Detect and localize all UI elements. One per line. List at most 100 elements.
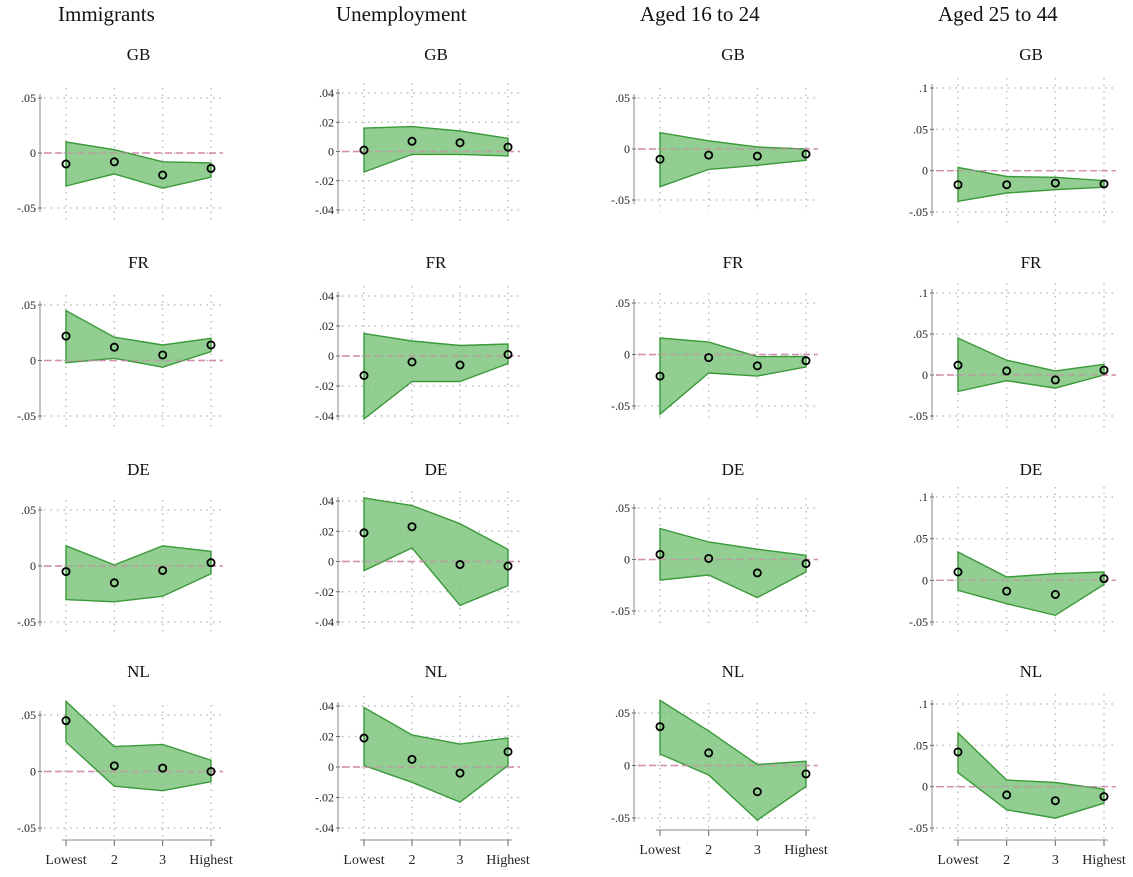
panel-title: GB xyxy=(721,45,745,64)
col-title-3: Aged 25 to 44 xyxy=(938,2,1058,26)
y-tick-label: 0 xyxy=(328,349,334,363)
y-tick-label: 0 xyxy=(922,780,928,794)
y-tick-label: 0 xyxy=(30,354,36,368)
estimate-point xyxy=(1050,796,1060,806)
y-tick-label: -.05 xyxy=(17,821,36,835)
confidence-band xyxy=(659,337,807,416)
estimate-point xyxy=(1050,590,1060,600)
y-tick-label: -.02 xyxy=(315,174,334,188)
panel-title: FR xyxy=(128,253,149,272)
col-title-1: Unemployment xyxy=(336,2,467,26)
y-tick-label: .1 xyxy=(919,490,928,504)
x-tick-label: 2 xyxy=(1003,853,1010,868)
estimate-point xyxy=(206,558,216,568)
estimate-point xyxy=(1099,574,1109,584)
y-tick-label: .02 xyxy=(319,319,334,333)
estimate-point xyxy=(503,349,513,359)
y-tick-label: .1 xyxy=(919,81,928,95)
estimate-point xyxy=(1002,180,1012,190)
estimate-point xyxy=(1050,375,1060,385)
y-tick-label: -.05 xyxy=(611,604,630,618)
x-tick-label: 3 xyxy=(754,843,761,858)
y-tick-label: 0 xyxy=(30,765,36,779)
confidence-band xyxy=(65,309,212,368)
confidence-band xyxy=(957,731,1105,819)
y-tick-label: -.05 xyxy=(17,409,36,423)
y-tick-label: -.02 xyxy=(315,585,334,599)
y-tick-label: -.02 xyxy=(315,791,334,805)
confidence-band xyxy=(65,699,212,792)
confidence-band xyxy=(363,497,509,607)
panel-title: FR xyxy=(722,253,744,272)
y-tick-label: .02 xyxy=(319,730,334,744)
panel-title: NL xyxy=(1019,662,1043,681)
estimate-point xyxy=(655,722,665,732)
estimate-point xyxy=(109,761,119,771)
confidence-band xyxy=(363,332,509,421)
x-tick-label: Highest xyxy=(189,853,233,868)
estimate-point xyxy=(655,549,665,559)
estimate-point xyxy=(704,748,714,758)
estimate-point xyxy=(1002,790,1012,800)
panel-title: DE xyxy=(721,460,745,479)
y-tick-label: .05 xyxy=(21,298,36,312)
y-tick-label: .05 xyxy=(913,532,928,546)
x-tick-label: 2 xyxy=(705,843,712,858)
y-tick-label: 0 xyxy=(30,146,36,160)
estimate-point xyxy=(359,528,369,538)
estimate-point xyxy=(801,559,811,569)
estimate-point xyxy=(1099,792,1109,802)
y-tick-label: -.05 xyxy=(17,201,36,215)
y-tick-label: 0 xyxy=(30,559,36,573)
estimate-point xyxy=(503,747,513,757)
y-tick-label: 0 xyxy=(624,759,630,773)
estimate-point xyxy=(1099,365,1109,375)
estimate-point xyxy=(61,331,71,341)
y-tick-label: -.05 xyxy=(611,399,630,413)
confidence-band xyxy=(65,544,212,603)
y-tick-label: 0 xyxy=(624,142,630,156)
estimate-point xyxy=(1002,586,1012,596)
y-tick-label: .1 xyxy=(919,697,928,711)
estimate-point xyxy=(455,560,465,570)
estimate-point xyxy=(61,159,71,169)
estimate-point xyxy=(1050,178,1060,188)
estimate-point xyxy=(655,371,665,381)
estimate-point xyxy=(752,151,762,161)
y-tick-label: .02 xyxy=(319,524,334,538)
x-tick-label: Highest xyxy=(486,853,530,868)
y-tick-label: .05 xyxy=(615,296,630,310)
y-tick-label: 0 xyxy=(922,573,928,587)
estimate-point xyxy=(158,350,168,360)
panel-title: FR xyxy=(425,253,447,272)
estimate-point xyxy=(1099,179,1109,189)
estimate-point xyxy=(953,567,963,577)
y-tick-label: .05 xyxy=(615,91,630,105)
y-tick-label: .1 xyxy=(919,286,928,300)
y-tick-label: .04 xyxy=(319,494,334,508)
panel-title: NL xyxy=(424,662,448,681)
y-tick-label: -.05 xyxy=(17,615,36,629)
y-tick-label: 0 xyxy=(328,555,334,569)
estimate-point xyxy=(455,360,465,370)
col-title-2: Aged 16 to 24 xyxy=(640,2,760,26)
confidence-band xyxy=(363,125,509,174)
confidence-band xyxy=(659,527,807,599)
